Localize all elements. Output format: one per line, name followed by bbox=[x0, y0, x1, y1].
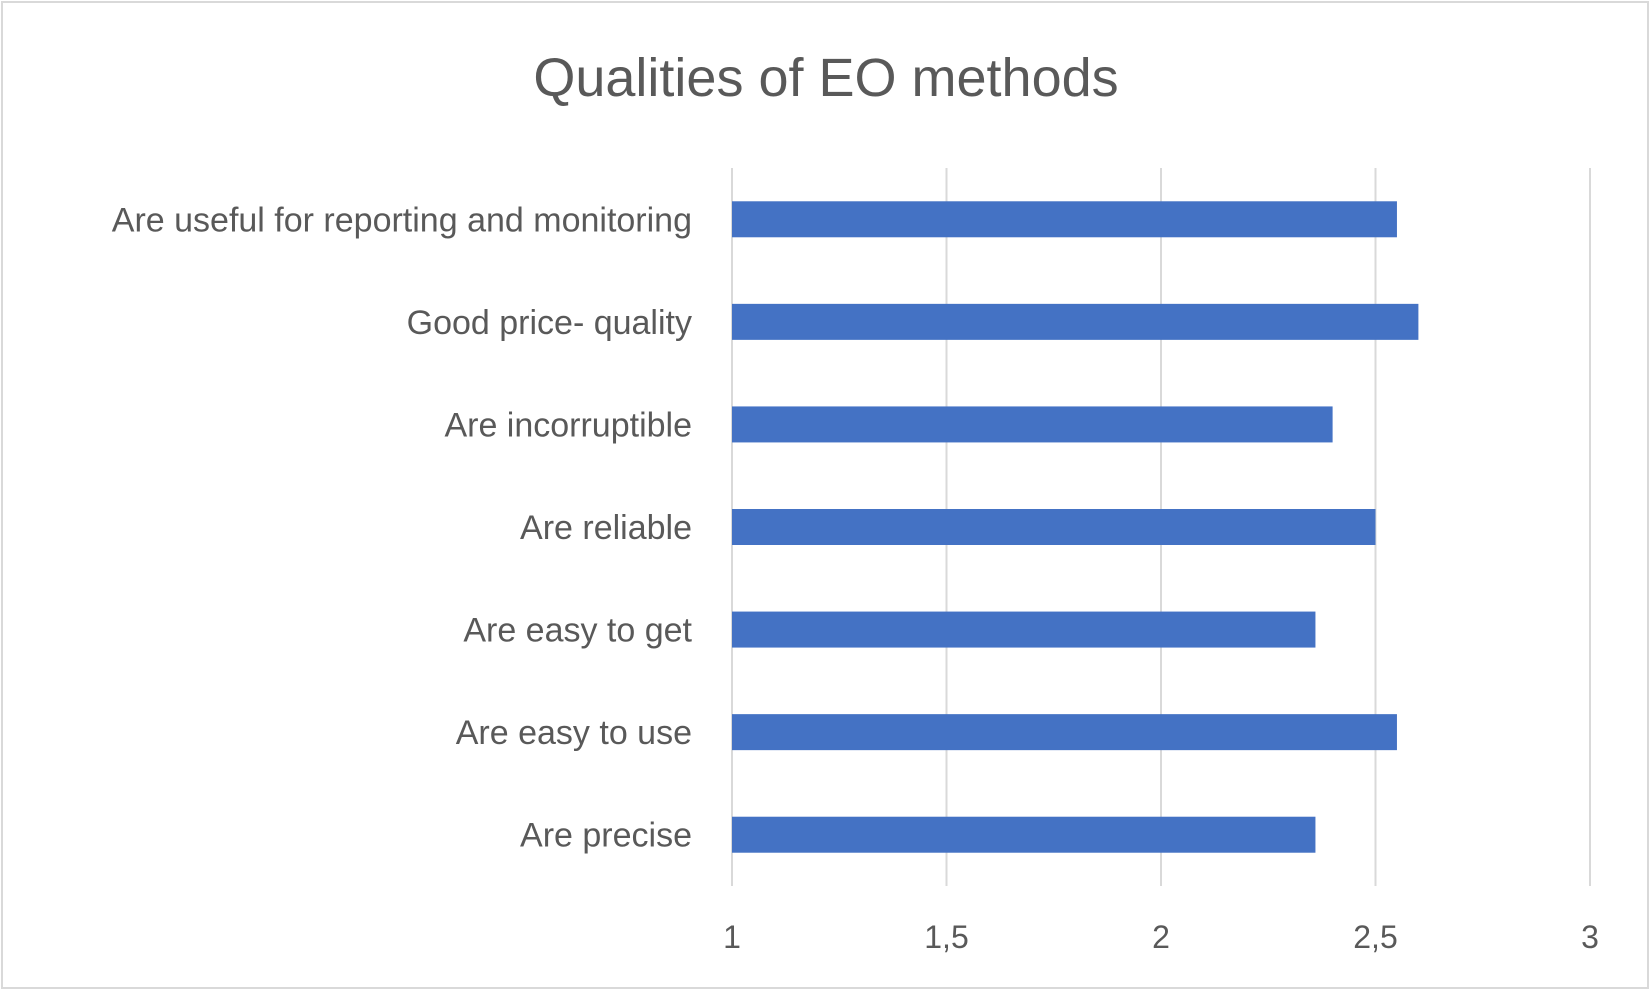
category-label: Are easy to get bbox=[463, 612, 692, 650]
bars bbox=[732, 201, 1419, 853]
x-tick-label: 2 bbox=[1152, 919, 1170, 955]
category-label: Are useful for reporting and monitoring bbox=[112, 201, 692, 239]
category-labels: Are useful for reporting and monitoring G… bbox=[112, 201, 693, 854]
category-label: Are incorruptible bbox=[444, 406, 692, 444]
x-tick-label: 3 bbox=[1581, 919, 1599, 955]
bar bbox=[732, 303, 1419, 340]
bar bbox=[732, 816, 1316, 853]
x-axis-tick-labels: 1 1,5 2 2,5 3 bbox=[723, 919, 1599, 955]
x-tick-label: 1,5 bbox=[924, 919, 968, 955]
category-label: Are easy to use bbox=[456, 714, 692, 752]
category-label: Are precise bbox=[520, 817, 692, 855]
bar bbox=[732, 201, 1397, 238]
bar bbox=[732, 509, 1376, 545]
category-label: Good price- quality bbox=[407, 304, 692, 342]
bar bbox=[732, 611, 1316, 648]
bar bbox=[732, 406, 1333, 443]
category-label: Are reliable bbox=[520, 509, 692, 547]
chart-title: Qualities of EO methods bbox=[533, 48, 1118, 108]
x-tick-label: 2,5 bbox=[1353, 919, 1397, 955]
x-tick-label: 1 bbox=[723, 919, 741, 955]
bar bbox=[732, 714, 1397, 751]
